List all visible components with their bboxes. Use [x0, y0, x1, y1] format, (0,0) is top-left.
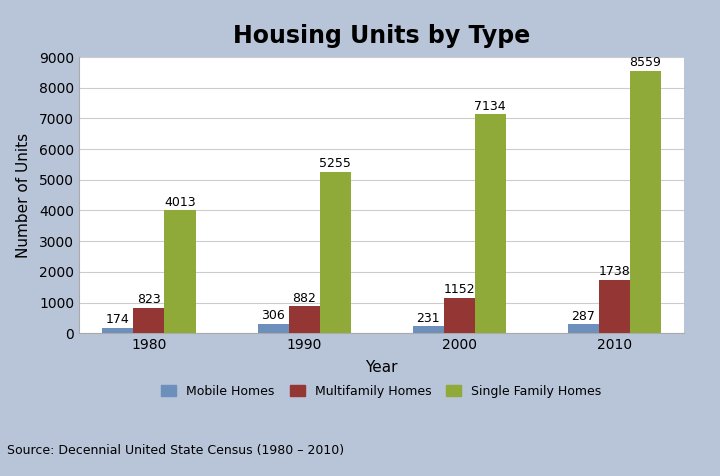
Text: 231: 231	[416, 312, 440, 325]
Text: Source: Decennial United State Census (1980 – 2010): Source: Decennial United State Census (1…	[7, 444, 344, 457]
X-axis label: Year: Year	[365, 360, 398, 376]
Bar	[258, 324, 289, 333]
Text: 7134: 7134	[474, 100, 506, 113]
Bar	[444, 298, 474, 333]
Bar	[164, 210, 196, 333]
Text: 4013: 4013	[164, 196, 196, 208]
Text: 5255: 5255	[319, 158, 351, 170]
Text: 174: 174	[106, 313, 130, 327]
Bar	[599, 280, 630, 333]
Bar	[289, 306, 320, 333]
Title: Housing Units by Type: Housing Units by Type	[233, 24, 530, 48]
Bar	[567, 325, 599, 333]
Text: 287: 287	[571, 310, 595, 323]
Text: 1152: 1152	[444, 283, 475, 297]
Bar	[102, 328, 133, 333]
Y-axis label: Number of Units: Number of Units	[16, 133, 31, 258]
Bar	[413, 326, 444, 333]
Text: 823: 823	[137, 293, 161, 307]
Bar	[474, 114, 505, 333]
Legend: Mobile Homes, Multifamily Homes, Single Family Homes: Mobile Homes, Multifamily Homes, Single …	[156, 380, 607, 403]
Bar	[320, 172, 351, 333]
Text: 8559: 8559	[629, 56, 661, 69]
Text: 306: 306	[261, 309, 285, 322]
Bar	[630, 70, 661, 333]
Text: 1738: 1738	[598, 265, 630, 278]
Text: 882: 882	[292, 292, 316, 305]
Bar	[133, 308, 164, 333]
